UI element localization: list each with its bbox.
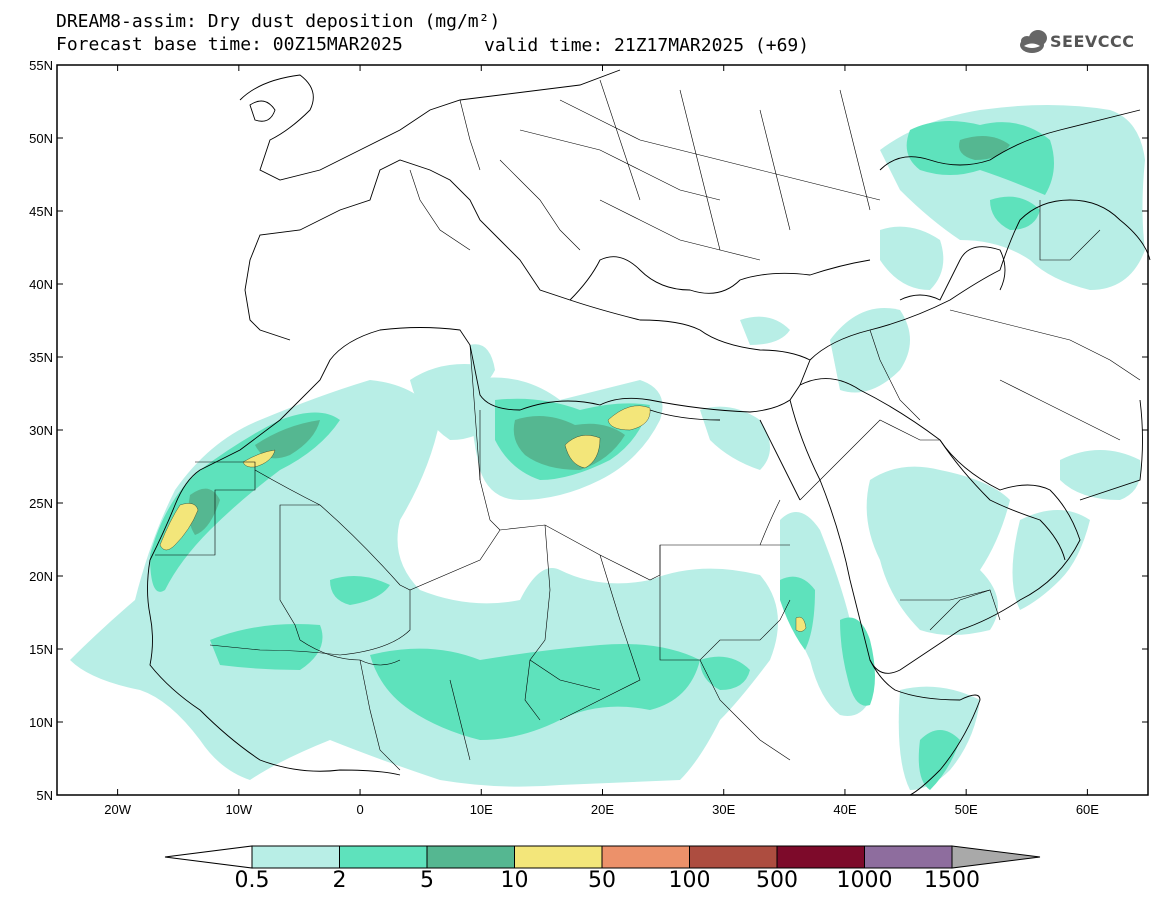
lon-tick-label: 20E	[591, 802, 614, 817]
map-title: DREAM8-assim: Dry dust deposition (mg/m²…	[56, 11, 501, 32]
legend-color-box	[864, 845, 953, 869]
lon-tick-label: 60E	[1076, 802, 1099, 817]
legend-color-box	[776, 845, 865, 869]
legend-over-arrow	[951, 845, 1041, 869]
lon-tick-label: 30E	[712, 802, 735, 817]
lat-tick-label: 40N	[29, 277, 53, 292]
lon-tick-label: 10W	[225, 802, 252, 817]
latitude-ticks: 55N 50N 45N 40N 35N 30N 25N 20N 15N 10N 5N	[29, 58, 1148, 803]
legend-label: 500	[756, 868, 798, 893]
lat-tick-label: 35N	[29, 350, 53, 365]
dust-shading-high	[159, 405, 807, 632]
color-legend	[164, 845, 1041, 869]
lon-tick-label: 0	[356, 802, 363, 817]
lat-tick-label: 45N	[29, 204, 53, 219]
lat-tick-label: 30N	[29, 423, 53, 438]
legend-color-box	[689, 845, 778, 869]
cloud-icon	[1020, 30, 1047, 53]
forecast-base-time: Forecast base time: 00Z15MAR2025	[56, 34, 403, 55]
legend-color-box	[251, 845, 340, 869]
legend-color-box	[339, 845, 428, 869]
seevccc-logo: SEEVCCC	[1050, 32, 1135, 51]
lat-tick-label: 10N	[29, 715, 53, 730]
lat-tick-label: 25N	[29, 496, 53, 511]
legend-under-arrow	[164, 845, 253, 869]
legend-color-box	[426, 845, 515, 869]
lon-tick-label: 20W	[104, 802, 131, 817]
lat-tick-label: 50N	[29, 131, 53, 146]
lon-tick-label: 50E	[955, 802, 978, 817]
legend-label: 1500	[924, 868, 980, 893]
map-frame: 55N 50N 45N 40N 35N 30N 25N 20N 15N 10N 5N 20W 10W 0…	[29, 58, 1149, 817]
coastlines	[147, 69, 1151, 796]
legend-color-box	[601, 845, 690, 869]
valid-time: valid time: 21Z17MAR2025 (+69)	[484, 35, 810, 56]
longitude-ticks: 20W 10W 0 10E 20E 30E 40E 50E 60E	[104, 65, 1099, 817]
legend-color-box	[514, 845, 603, 869]
dust-deposition-map: 55N 50N 45N 40N 35N 30N 25N 20N 15N 10N 5N 20W 10W 0…	[29, 58, 1151, 817]
legend-label: 1000	[836, 868, 893, 893]
legend-label: 100	[668, 868, 711, 893]
legend-label: 0.5	[234, 868, 270, 893]
legend-label: 2	[332, 868, 347, 893]
lat-tick-label: 20N	[29, 569, 53, 584]
lon-tick-label: 40E	[833, 802, 856, 817]
lat-tick-label: 15N	[29, 642, 53, 657]
lon-tick-label: 10E	[470, 802, 493, 817]
legend-label: 50	[588, 868, 616, 893]
legend-label: 10	[500, 868, 529, 893]
lat-tick-label: 5N	[36, 788, 53, 803]
lat-tick-label: 55N	[29, 58, 53, 73]
legend-label: 5	[420, 868, 434, 893]
country-borders	[155, 79, 1141, 771]
